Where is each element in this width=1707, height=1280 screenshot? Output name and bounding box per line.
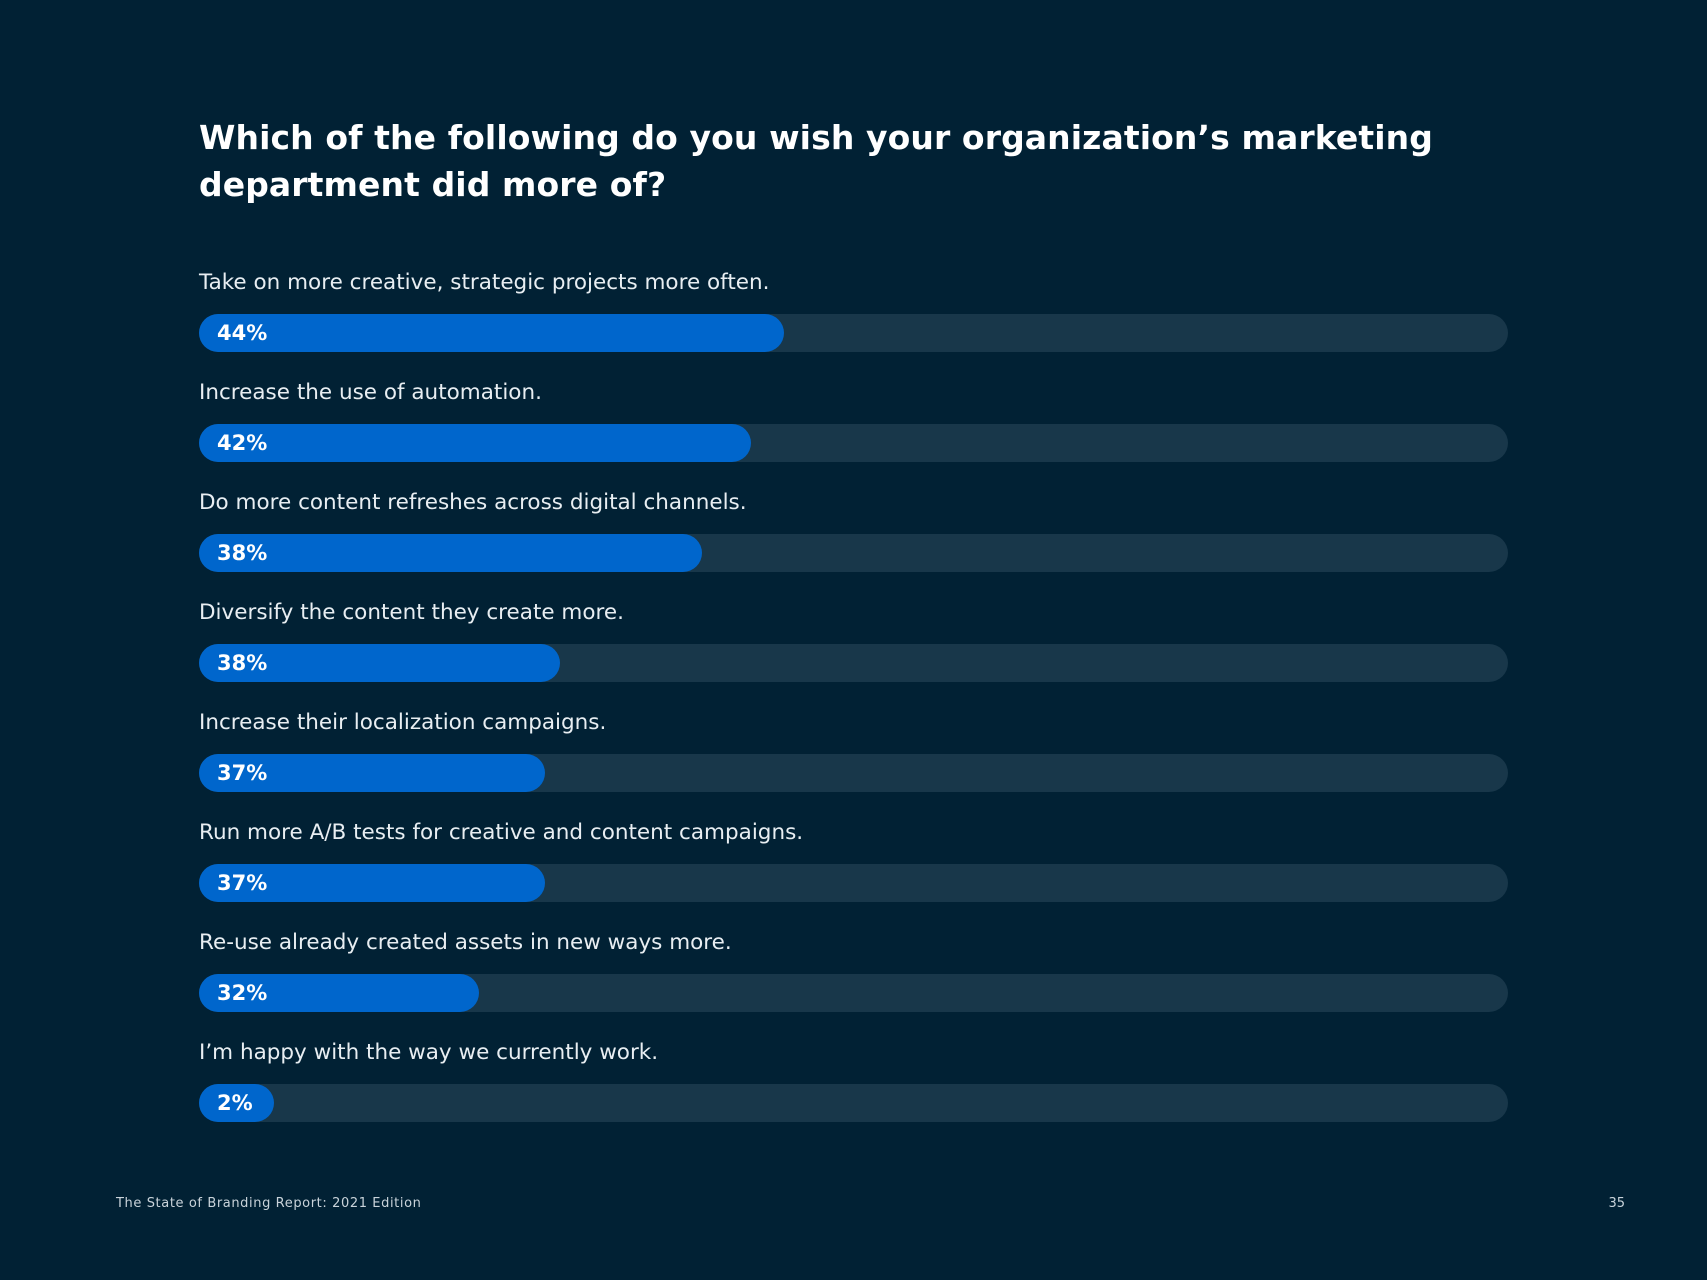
bar-category-label: Run more A/B tests for creative and cont… [199, 820, 804, 845]
bar-category-label: Re-use already created assets in new way… [199, 930, 732, 955]
bar-row: I’m happy with the way we currently work… [199, 1038, 1508, 1148]
bar-value-label: 42% [217, 431, 268, 455]
bar-category-label: I’m happy with the way we currently work… [199, 1040, 659, 1065]
bar-row: Diversify the content they create more. 3… [199, 598, 1508, 708]
bar-track: 37% [199, 864, 1508, 902]
bar-value-label: 32% [217, 981, 268, 1005]
bar-row: Increase their localization campaigns. 37… [199, 708, 1508, 818]
bar-track: 37% [199, 754, 1508, 792]
bar-category-label: Increase their localization campaigns. [199, 710, 607, 735]
bar-value-label: 38% [217, 651, 268, 675]
bar-value-label: 2% [217, 1091, 253, 1115]
page-number: 35 [1608, 1196, 1625, 1211]
bar-track: 42% [199, 424, 1508, 462]
bar-row: Take on more creative, strategic project… [199, 268, 1508, 378]
bar-row: Increase the use of automation. 42% [199, 378, 1508, 488]
bar-track: 38% [199, 644, 1508, 682]
bar-fill: 2% [199, 1084, 274, 1122]
bar-category-label: Take on more creative, strategic project… [199, 270, 770, 295]
bar-row: Re-use already created assets in new way… [199, 928, 1508, 1038]
bar-row: Do more content refreshes across digital… [199, 488, 1508, 598]
bar-track: 2% [199, 1084, 1508, 1122]
bar-value-label: 44% [217, 321, 268, 345]
bar-category-label: Diversify the content they create more. [199, 600, 624, 625]
bar-category-label: Do more content refreshes across digital… [199, 490, 747, 515]
bar-value-label: 37% [217, 761, 268, 785]
bar-fill: 38% [199, 534, 702, 572]
bar-fill: 42% [199, 424, 752, 462]
bar-fill: 37% [199, 864, 545, 902]
report-footer: The State of Branding Report: 2021 Editi… [116, 1196, 422, 1211]
bar-track: 32% [199, 974, 1508, 1012]
bar-value-label: 37% [217, 871, 268, 895]
chart-title: Which of the following do you wish your … [199, 118, 1433, 204]
bar-chart: Take on more creative, strategic project… [199, 268, 1508, 1148]
bar-value-label: 38% [217, 541, 268, 565]
bar-fill: 37% [199, 754, 545, 792]
bar-fill: 38% [199, 644, 561, 682]
bar-fill: 44% [199, 314, 785, 352]
bar-track: 44% [199, 314, 1508, 352]
bar-track: 38% [199, 534, 1508, 572]
bar-category-label: Increase the use of automation. [199, 380, 542, 405]
bar-fill: 32% [199, 974, 480, 1012]
bar-row: Run more A/B tests for creative and cont… [199, 818, 1508, 928]
